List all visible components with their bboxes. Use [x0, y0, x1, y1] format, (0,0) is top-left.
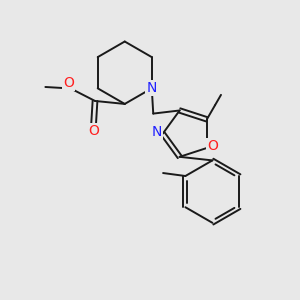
Text: N: N: [152, 125, 162, 139]
Text: O: O: [88, 124, 99, 138]
Text: O: O: [207, 140, 218, 154]
Text: N: N: [147, 81, 157, 95]
Text: O: O: [63, 76, 74, 90]
